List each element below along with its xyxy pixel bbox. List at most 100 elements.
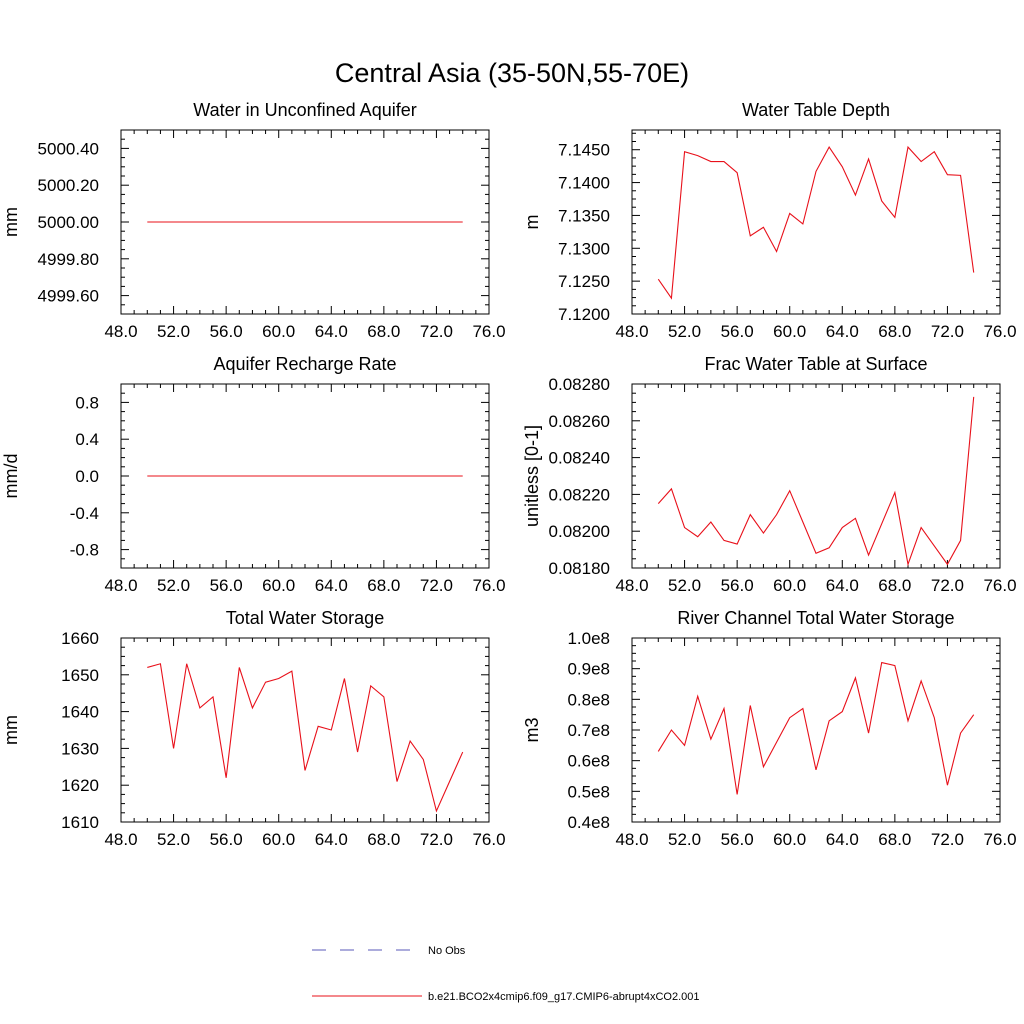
y-tick-label: 1.0e8	[567, 629, 610, 648]
x-tick-label: 72.0	[420, 830, 453, 849]
x-tick-label: 72.0	[420, 576, 453, 595]
y-tick-label: 4999.60	[38, 287, 99, 306]
y-tick-label: 7.1400	[558, 174, 610, 193]
series-line	[657, 661, 975, 795]
x-tick-label: 52.0	[668, 830, 701, 849]
y-tick-label: 0.08260	[549, 412, 610, 431]
series-line	[657, 145, 975, 300]
x-tick-label: 76.0	[472, 576, 505, 595]
x-tick-label: 64.0	[826, 322, 859, 341]
panel-title: Frac Water Table at Surface	[704, 354, 927, 374]
x-tick-label: 52.0	[157, 576, 190, 595]
x-tick-label: 64.0	[826, 576, 859, 595]
x-tick-label: 76.0	[472, 322, 505, 341]
x-tick-label: 48.0	[615, 576, 648, 595]
plot-frame	[631, 129, 1001, 315]
x-tick-label: 76.0	[983, 576, 1016, 595]
x-tick-label: 60.0	[262, 830, 295, 849]
y-tick-label: 7.1250	[558, 272, 610, 291]
y-tick-label: 5000.00	[38, 213, 99, 232]
y-tick-label: 4999.80	[38, 250, 99, 269]
x-tick-label: 52.0	[157, 830, 190, 849]
x-tick-label: 68.0	[878, 830, 911, 849]
panel-title: River Channel Total Water Storage	[677, 608, 954, 628]
y-axis-label: m	[522, 215, 542, 230]
x-tick-label: 56.0	[210, 830, 243, 849]
panel-title: Water Table Depth	[742, 100, 890, 120]
plot-frame	[631, 637, 1001, 823]
y-tick-label: 7.1350	[558, 206, 610, 225]
y-tick-label: 0.8	[75, 393, 99, 412]
x-tick-label: 56.0	[721, 576, 754, 595]
y-tick-label: 7.1450	[558, 141, 610, 160]
x-tick-label: 48.0	[104, 576, 137, 595]
x-tick-label: 60.0	[773, 576, 806, 595]
panel-title: Total Water Storage	[226, 608, 384, 628]
y-axis-label: unitless [0-1]	[522, 425, 542, 527]
x-tick-label: 64.0	[315, 576, 348, 595]
y-axis-label: mm/d	[1, 454, 21, 499]
panel-5: 48.0 52.0 56.0 60.0 64.0 68.0 72.0 76.0 1610 1620…	[1, 608, 506, 849]
y-tick-label: 0.5e8	[567, 782, 610, 801]
y-tick-label: 1640	[61, 703, 99, 722]
panels-group: 48.0 52.0 56.0 60.0 64.0 68.0 72.0 76.0 4999.60 4…	[1, 100, 1017, 849]
x-tick-label: 72.0	[931, 830, 964, 849]
y-tick-label: 7.1300	[558, 239, 610, 258]
figure-title: Central Asia (35-50N,55-70E)	[335, 58, 689, 88]
panel-6: 48.0 52.0 56.0 60.0 64.0 68.0 72.0 76.0 0.4e8 0.5…	[522, 608, 1017, 849]
y-tick-label: -0.4	[70, 504, 99, 523]
x-tick-label: 48.0	[104, 830, 137, 849]
y-tick-label: 0.08180	[549, 559, 610, 578]
x-tick-label: 52.0	[157, 322, 190, 341]
series-line	[147, 663, 464, 813]
legend-label-model: b.e21.BCO2x4cmip6.f09_g17.CMIP6-abrupt4x…	[428, 991, 700, 1003]
y-tick-label: 0.08220	[549, 485, 610, 504]
series-line	[657, 396, 975, 567]
x-tick-label: 76.0	[472, 830, 505, 849]
x-tick-label: 68.0	[367, 576, 400, 595]
y-tick-label: 1610	[61, 813, 99, 832]
y-tick-label: 0.6e8	[567, 752, 610, 771]
x-tick-label: 68.0	[367, 830, 400, 849]
x-tick-label: 52.0	[668, 576, 701, 595]
x-tick-label: 68.0	[878, 322, 911, 341]
panel-title: Water in Unconfined Aquifer	[193, 100, 416, 120]
y-tick-label: 1620	[61, 776, 99, 795]
x-tick-label: 60.0	[773, 830, 806, 849]
x-tick-label: 64.0	[315, 322, 348, 341]
panel-2: 48.0 52.0 56.0 60.0 64.0 68.0 72.0 76.0 7.1200 7.…	[522, 100, 1017, 341]
y-tick-label: 1660	[61, 629, 99, 648]
y-tick-label: -0.8	[70, 541, 99, 560]
y-tick-label: 1650	[61, 666, 99, 685]
x-tick-label: 72.0	[420, 322, 453, 341]
panel-1: 48.0 52.0 56.0 60.0 64.0 68.0 72.0 76.0 4999.60 4…	[1, 100, 506, 341]
y-tick-label: 1630	[61, 739, 99, 758]
y-axis-label: mm	[1, 715, 21, 745]
x-tick-label: 48.0	[104, 322, 137, 341]
panel-4: 48.0 52.0 56.0 60.0 64.0 68.0 72.0 76.0 0.08180 0…	[522, 354, 1017, 595]
y-axis-label: m3	[522, 717, 542, 742]
y-tick-label: 0.08200	[549, 522, 610, 541]
x-tick-label: 64.0	[315, 830, 348, 849]
x-tick-label: 56.0	[210, 576, 243, 595]
y-tick-label: 0.08240	[549, 449, 610, 468]
y-tick-label: 7.1200	[558, 305, 610, 324]
x-tick-label: 60.0	[262, 576, 295, 595]
x-tick-label: 72.0	[931, 576, 964, 595]
y-tick-label: 0.8e8	[567, 690, 610, 709]
plot-frame	[631, 383, 1001, 569]
x-tick-label: 76.0	[983, 322, 1016, 341]
x-tick-label: 56.0	[721, 830, 754, 849]
x-tick-label: 48.0	[615, 830, 648, 849]
y-tick-label: 5000.20	[38, 176, 99, 195]
y-tick-label: 0.4	[75, 430, 99, 449]
x-tick-label: 68.0	[878, 576, 911, 595]
y-tick-label: 0.0	[75, 467, 99, 486]
x-tick-label: 52.0	[668, 322, 701, 341]
legend: No Obs b.e21.BCO2x4cmip6.f09_g17.CMIP6-a…	[312, 945, 700, 1003]
x-tick-label: 72.0	[931, 322, 964, 341]
y-tick-label: 0.4e8	[567, 813, 610, 832]
y-axis-label: mm	[1, 207, 21, 237]
panel-title: Aquifer Recharge Rate	[213, 354, 396, 374]
